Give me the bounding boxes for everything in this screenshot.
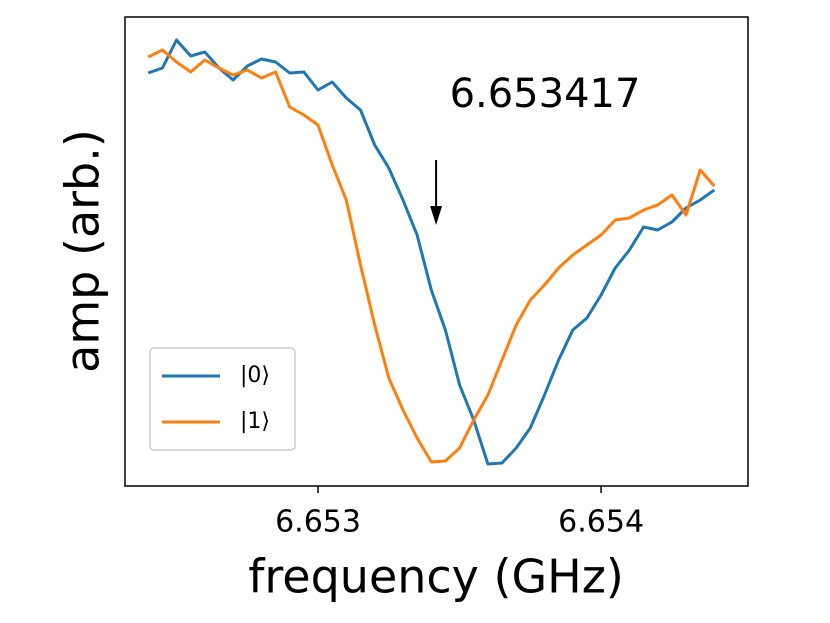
plot-frame	[124, 16, 749, 487]
y-axis-label: amp (arb.)	[56, 129, 110, 373]
legend-box	[149, 347, 296, 451]
annotation-arrowhead	[430, 206, 443, 225]
x-axis-label: frequency (GHz)	[248, 550, 624, 604]
legend-label: |1⟩	[240, 409, 270, 434]
data-line	[147, 48, 716, 464]
x-tick-label: 6.654	[558, 505, 644, 540]
legend-label: |0⟩	[240, 363, 270, 388]
x-tick-label: 6.653	[275, 505, 361, 540]
annotation-text: 6.653417	[450, 71, 641, 117]
